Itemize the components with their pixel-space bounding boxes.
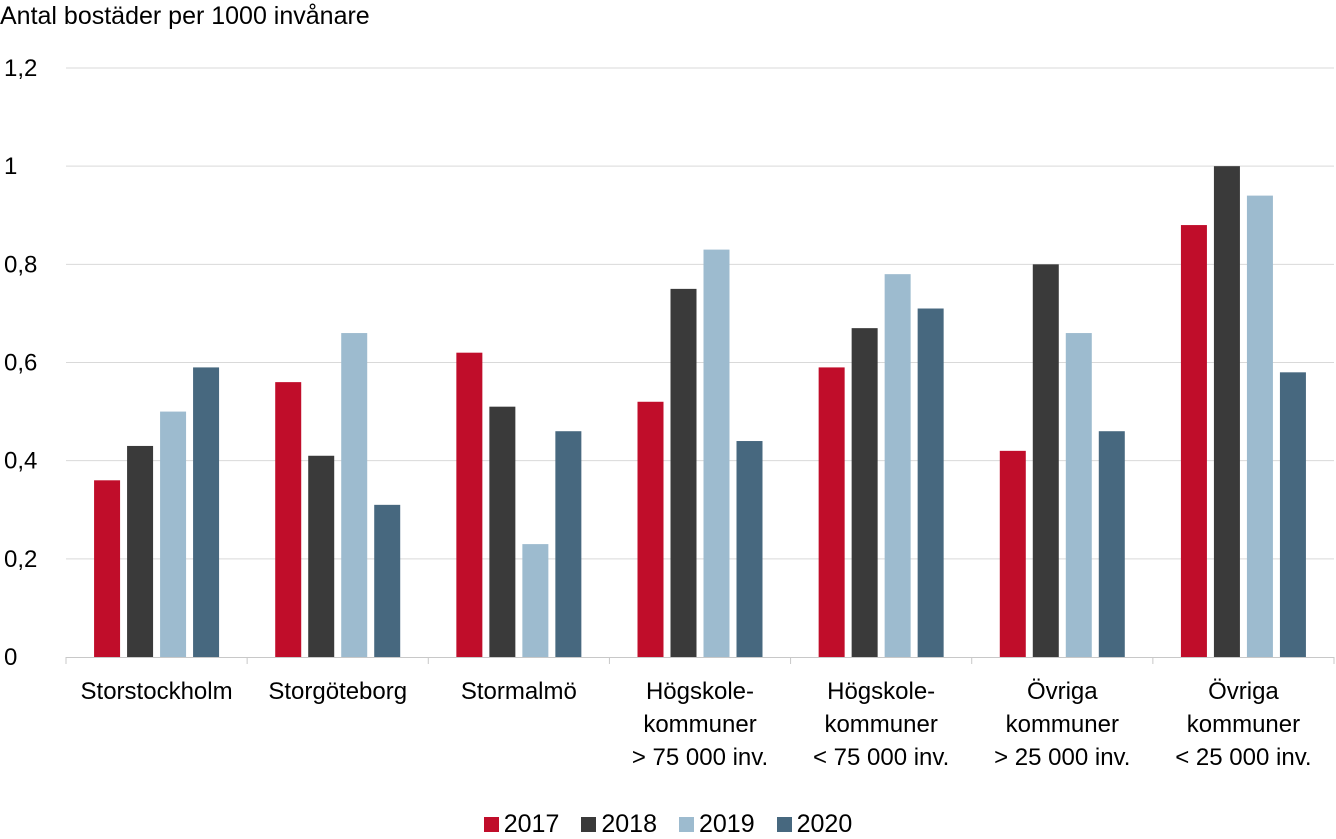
y-axis-label: Antal bostäder per 1000 invånare	[0, 2, 370, 30]
bar-2017	[94, 480, 121, 657]
bar-2018	[1032, 264, 1059, 657]
bar-2018	[670, 288, 697, 657]
y-tick-label: 0,6	[4, 350, 37, 377]
y-tick-label: 1	[4, 153, 17, 180]
bars	[94, 166, 1306, 658]
category-label: Högskole-kommuner < 75 000 inv.	[813, 678, 949, 771]
bar-2017	[637, 401, 664, 657]
legend-item: 2019	[679, 810, 755, 839]
bar-2019	[1246, 195, 1273, 657]
y-tick-label: 0,4	[4, 448, 37, 475]
bar-2018	[851, 328, 878, 657]
bar-2020	[193, 367, 220, 657]
y-tick-label: 1,2	[4, 55, 37, 82]
y-tick-label: 0,8	[4, 251, 37, 278]
legend-label: 2020	[796, 810, 853, 838]
bar-2019	[703, 249, 730, 657]
bar-2018	[308, 455, 335, 657]
bar-2017	[456, 352, 483, 657]
bar-2019	[884, 274, 911, 657]
bar-2020	[917, 308, 944, 657]
bar-2019	[160, 411, 187, 657]
legend-item: 2018	[581, 810, 657, 839]
category-labels: Storstockholm Storgöteborg Stormalmö Högsko…	[81, 678, 1312, 771]
legend-swatch	[483, 817, 499, 832]
legend: 2017 2018 2019 2020	[0, 810, 1336, 839]
bar-2018	[489, 406, 516, 657]
bar-2020	[736, 441, 763, 657]
bar-2020	[374, 504, 401, 657]
bar-2017	[1180, 225, 1207, 658]
legend-label: 2019	[699, 810, 755, 838]
bar-2017	[818, 367, 845, 657]
bar-2020	[555, 431, 582, 657]
legend-label: 2017	[503, 810, 560, 838]
bar-2019	[1065, 333, 1092, 657]
bar-2018	[1213, 166, 1240, 657]
y-tick-label: 0,2	[4, 546, 37, 573]
legend-item: 2017	[483, 810, 560, 839]
category-label: Högskole-kommuner > 75 000 inv.	[632, 678, 768, 771]
bar-chart: Antal bostäder per 1000 invånare 0 0,2 0,4…	[0, 2, 1335, 771]
bar-2019	[341, 333, 368, 657]
bar-2018	[127, 445, 154, 657]
category-label: Stormalmö	[461, 678, 577, 705]
y-axis-ticks: 0 0,2 0,4 0,6 0,8 1 1,2	[4, 55, 37, 671]
legend-item: 2020	[776, 810, 853, 839]
bar-2017	[275, 382, 302, 657]
category-label: Övriga kommuner < 25 000 inv.	[1175, 678, 1311, 771]
y-tick-label: 0	[4, 644, 17, 671]
bar-2019	[522, 544, 549, 657]
legend-label: 2018	[601, 810, 657, 838]
x-axis	[65, 657, 1335, 664]
legend-swatch	[581, 817, 597, 832]
bar-2020	[1279, 372, 1306, 657]
gridlines	[66, 67, 1334, 560]
bar-2017	[999, 450, 1026, 657]
category-label: Övriga kommuner > 25 000 inv.	[994, 678, 1130, 771]
legend-swatch	[776, 817, 792, 832]
category-label: Storstockholm	[81, 678, 233, 705]
category-label: Storgöteborg	[268, 678, 407, 705]
bar-2020	[1098, 431, 1125, 657]
legend-swatch	[679, 817, 694, 832]
